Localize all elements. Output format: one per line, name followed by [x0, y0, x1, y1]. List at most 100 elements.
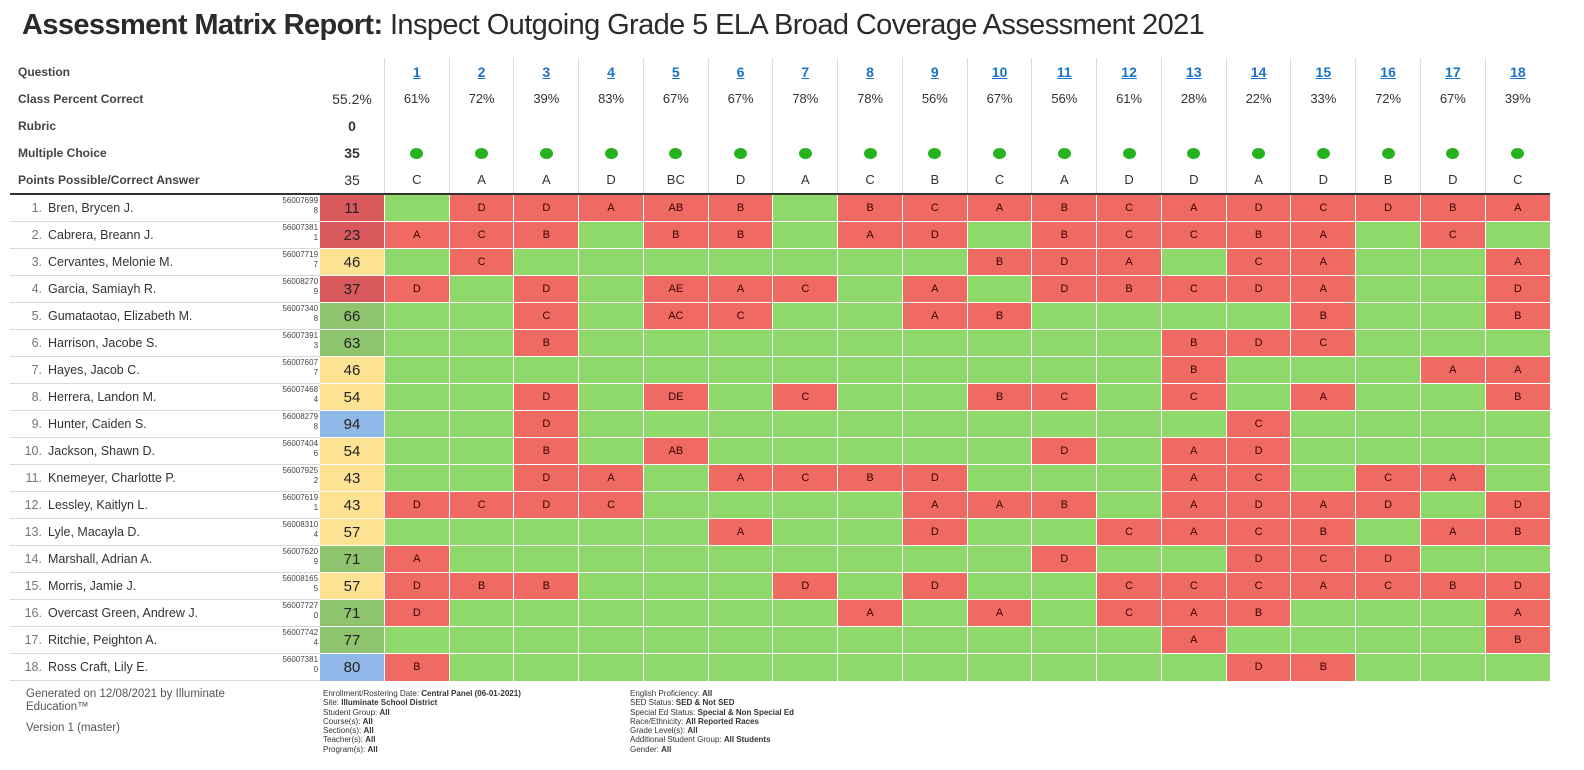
student-name[interactable]: Garcia, Samiayh R. [48, 282, 157, 296]
question-2-link[interactable]: 2 [477, 63, 486, 80]
student-name-cell: 7. Hayes, Jacob C. 56007607 7 [10, 356, 321, 384]
question-8-rubric [837, 112, 903, 139]
incorrect-response-cell: B [1225, 221, 1291, 249]
question-13-percent: 28% [1160, 85, 1227, 112]
question-17-link[interactable]: 17 [1445, 63, 1461, 80]
correct-response-cell [1031, 572, 1097, 600]
incorrect-response-cell: C [448, 248, 514, 276]
question-3-link[interactable]: 3 [542, 63, 551, 80]
student-id-check: 9 [313, 287, 319, 296]
question-6-rubric [707, 112, 773, 139]
correct-response-cell [448, 302, 514, 330]
incorrect-response-cell: B [1484, 302, 1550, 330]
correct-response-cell [966, 275, 1032, 303]
student-id-main: 56007404 [282, 439, 319, 448]
question-header-row: Question 1 2 3 4 5 6 7 8 9 10 11 12 13 14 15 16 17 18 [10, 58, 1550, 85]
question-1-header: 1 [383, 58, 450, 85]
correct-response-cell [1419, 410, 1486, 438]
student-name[interactable]: Ross Craft, Lily E. [48, 660, 149, 674]
incorrect-response-cell: D [1031, 437, 1097, 465]
correct-response-cell [642, 410, 709, 438]
question-10-link[interactable]: 10 [991, 63, 1008, 80]
student-row: 9. Hunter, Caiden S. 56008279 8 94 D C [10, 410, 1550, 438]
student-name[interactable]: Lessley, Kaitlyn L. [48, 498, 148, 512]
multiple-choice-dot-icon [410, 148, 424, 160]
student-index: 15. [24, 579, 42, 593]
report-title-assessment: Inspect Outgoing Grade 5 ELA Broad Cover… [389, 9, 1205, 41]
question-15-link[interactable]: 15 [1315, 63, 1332, 80]
correct-response-cell [966, 356, 1032, 384]
incorrect-response-cell: B [1484, 626, 1550, 654]
question-8-link[interactable]: 8 [866, 63, 874, 80]
student-score: 63 [320, 329, 385, 357]
correct-response-cell [1225, 383, 1291, 411]
incorrect-response-cell: B [513, 329, 579, 357]
question-13-link[interactable]: 13 [1186, 63, 1202, 80]
correct-response-cell [1355, 248, 1421, 276]
filter-label: English Proficiency: [630, 689, 703, 698]
correct-response-cell [513, 356, 579, 384]
correct-response-cell [1096, 302, 1162, 330]
incorrect-response-cell: B [1290, 518, 1356, 546]
correct-response-cell [1160, 410, 1227, 438]
incorrect-response-cell: D [383, 599, 450, 627]
student-id-main: 56007607 [282, 358, 319, 367]
student-name[interactable]: Hunter, Caiden S. [48, 417, 147, 431]
question-16-link[interactable]: 16 [1380, 63, 1396, 80]
correct-response-cell [1031, 329, 1097, 357]
correct-response-cell [448, 464, 514, 492]
correct-response-cell [966, 518, 1032, 546]
student-name[interactable]: Cabrera, Breann J. [48, 228, 154, 242]
student-name[interactable]: Overcast Green, Andrew J. [48, 606, 199, 620]
incorrect-response-cell: A [901, 491, 968, 519]
incorrect-response-cell: B [1031, 491, 1097, 519]
student-name[interactable]: Hayes, Jacob C. [48, 363, 140, 377]
student-score: 80 [320, 653, 385, 681]
student-name[interactable]: Ritchie, Peighton A. [48, 633, 158, 647]
incorrect-response-cell: C [1096, 572, 1162, 600]
student-row: 10. Jackson, Shawn D. 56007404 6 54 B AB D A D [10, 437, 1550, 465]
question-9-link[interactable]: 9 [930, 63, 939, 80]
student-name[interactable]: Lyle, Macayla D. [48, 525, 140, 539]
student-name[interactable]: Harrison, Jacobe S. [48, 336, 158, 350]
incorrect-response-cell: C [1160, 221, 1227, 249]
correct-response-cell [707, 572, 773, 600]
student-id-check: 0 [313, 611, 319, 620]
student-name[interactable]: Gumataotao, Elizabeth M. [48, 309, 193, 323]
student-id-check: 7 [313, 368, 319, 377]
student-name[interactable]: Morris, Jamie J. [48, 579, 137, 593]
student-name-wrap: 1. Bren, Brycen J. [14, 201, 134, 215]
question-14-link[interactable]: 14 [1250, 63, 1267, 80]
question-12-link[interactable]: 12 [1121, 63, 1137, 80]
question-13-rubric [1160, 112, 1227, 139]
correct-response-cell [1355, 383, 1421, 411]
filter-value: All [365, 735, 376, 745]
student-name[interactable]: Bren, Brycen J. [48, 201, 134, 215]
correct-response-cell [1031, 464, 1097, 492]
question-3-answer: A [513, 166, 579, 195]
question-1-link[interactable]: 1 [412, 63, 421, 80]
student-row: 14. Marshall, Adrian A. 56007620 9 71 A D D C D [10, 545, 1550, 573]
question-6-link[interactable]: 6 [736, 63, 745, 80]
question-11-link[interactable]: 11 [1056, 63, 1072, 80]
filter-value: Illuminate School District [341, 698, 438, 708]
question-18-link[interactable]: 18 [1510, 63, 1526, 80]
student-name[interactable]: Jackson, Shawn D. [48, 444, 155, 458]
student-name[interactable]: Knemeyer, Charlotte P. [48, 471, 176, 485]
correct-response-cell [1484, 437, 1550, 465]
student-name[interactable]: Herrera, Landon M. [48, 390, 157, 404]
student-name-wrap: 17. Ritchie, Peighton A. [14, 633, 158, 647]
incorrect-response-cell: C [448, 491, 514, 519]
student-row: 16. Overcast Green, Andrew J. 56007727 0 71 D… [10, 599, 1550, 627]
incorrect-response-cell: C [1225, 410, 1291, 438]
correct-response-cell [772, 356, 838, 384]
question-5-link[interactable]: 5 [671, 63, 680, 80]
student-name[interactable]: Marshall, Adrian A. [48, 552, 153, 566]
filter-label: Grade Level(s): [630, 726, 688, 736]
student-name[interactable]: Cervantes, Melonie M. [48, 255, 174, 269]
question-4-link[interactable]: 4 [607, 63, 615, 80]
correct-response-cell [966, 437, 1032, 465]
question-7-link[interactable]: 7 [801, 63, 810, 80]
correct-response-cell [1355, 653, 1421, 681]
incorrect-response-cell: A [578, 464, 644, 492]
